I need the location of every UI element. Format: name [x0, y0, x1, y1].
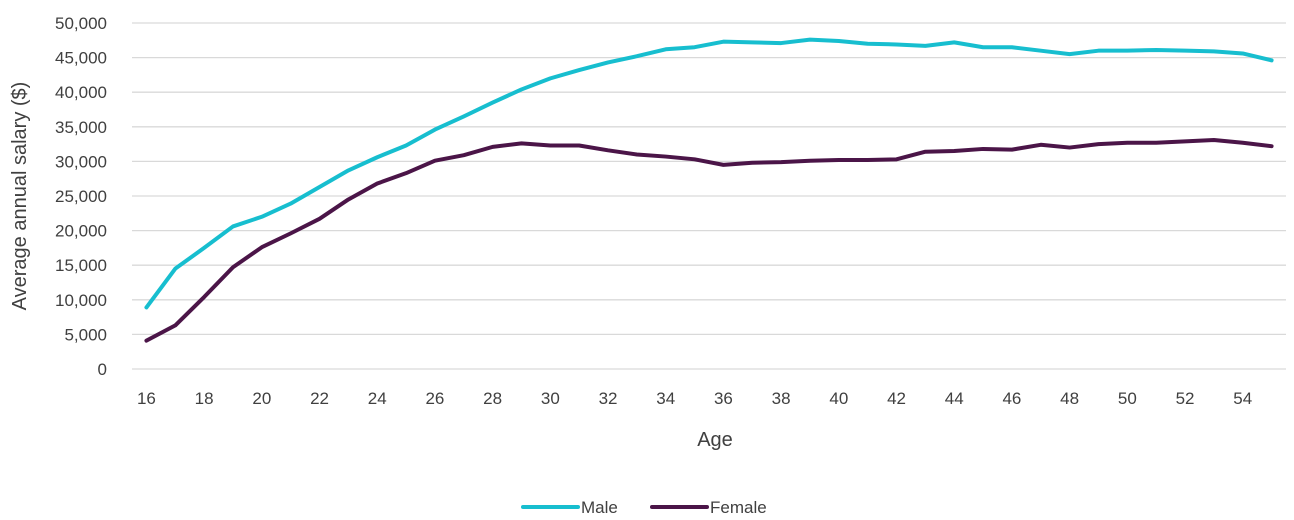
- legend-item-male: Male: [521, 498, 618, 517]
- x-tick-label: 28: [483, 389, 502, 408]
- y-tick-label: 35,000: [55, 118, 107, 137]
- x-tick-label: 34: [656, 389, 675, 408]
- y-tick-label: 25,000: [55, 187, 107, 206]
- x-axis-tick-labels: 16 18 20 22 24 26 28 30 32 34 36 38 40 42 44 46 48 50 52 54: [137, 389, 1252, 408]
- y-tick-label: 15,000: [55, 256, 107, 275]
- y-tick-label: 5,000: [64, 325, 107, 344]
- y-tick-label: 10,000: [55, 291, 107, 310]
- x-tick-label: 40: [829, 389, 848, 408]
- x-axis-title: Age: [697, 429, 733, 451]
- x-tick-label: 42: [887, 389, 906, 408]
- legend-label-male: Male: [581, 498, 618, 517]
- gridlines: [132, 22, 1286, 370]
- x-tick-label: 26: [425, 389, 444, 408]
- x-tick-label: 48: [1060, 389, 1079, 408]
- y-tick-label: 45,000: [55, 49, 107, 68]
- x-tick-label: 32: [599, 389, 618, 408]
- x-tick-label: 52: [1176, 389, 1195, 408]
- series-line-male: [144, 37, 1274, 310]
- x-tick-label: 44: [945, 389, 964, 408]
- y-tick-label: 30,000: [55, 152, 107, 171]
- y-tick-label: 20,000: [55, 222, 107, 241]
- y-tick-label: 40,000: [55, 83, 107, 102]
- y-axis-tick-labels: 0 5,000 10,000 15,000 20,000 25,000 30,000 35,0…: [55, 14, 107, 379]
- x-tick-label: 36: [714, 389, 733, 408]
- legend-item-female: Female: [650, 498, 767, 517]
- y-tick-label: 0: [98, 360, 107, 379]
- x-tick-label: 22: [310, 389, 329, 408]
- legend: Male Female: [521, 498, 767, 517]
- x-tick-label: 24: [368, 389, 387, 408]
- x-tick-label: 38: [772, 389, 791, 408]
- x-tick-label: 30: [541, 389, 560, 408]
- legend-label-female: Female: [710, 498, 767, 517]
- x-tick-label: 50: [1118, 389, 1137, 408]
- x-tick-label: 16: [137, 389, 156, 408]
- x-tick-label: 20: [252, 389, 271, 408]
- y-axis-title: Average annual salary ($): [9, 82, 31, 311]
- series-lines: [144, 37, 1274, 343]
- x-tick-label: 46: [1002, 389, 1021, 408]
- y-tick-label: 50,000: [55, 14, 107, 33]
- x-tick-label: 18: [195, 389, 214, 408]
- x-tick-label: 54: [1233, 389, 1252, 408]
- series-line-female: [144, 137, 1274, 343]
